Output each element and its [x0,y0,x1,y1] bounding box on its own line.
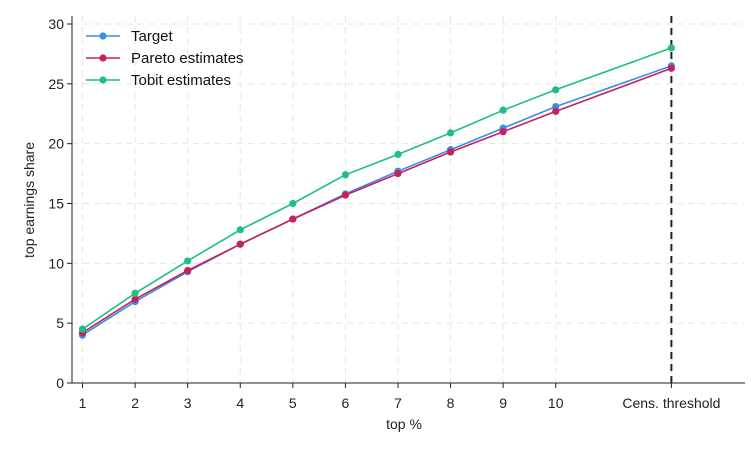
series-2-point-10 [667,44,675,52]
y-tick-label-25: 25 [48,76,64,92]
y-tick-label-20: 20 [48,136,64,152]
series-2-point-7 [446,129,455,137]
series-line-1 [82,67,672,334]
y-tick-label-5: 5 [56,315,64,331]
x-tick-label-0: 1 [79,395,87,411]
legend-swatch-marker-2 [99,76,107,84]
x-tick-label-3: 4 [236,395,244,411]
y-axis-title: top earnings share [21,142,37,258]
series-2-point-6 [394,150,402,159]
x-tick-label-10: Cens. threshold [622,395,720,411]
series-2-point-2 [184,257,192,265]
series-2-point-8 [499,106,507,114]
series-1-point-10 [667,64,675,72]
series-2-point-0 [78,325,87,333]
series-2-point-9 [552,86,560,94]
x-tick-label-2: 3 [184,395,192,411]
y-tick-label-10: 10 [48,255,64,271]
series-1-point-8 [499,128,507,136]
x-tick-label-4: 5 [289,395,297,411]
series-2-point-1 [131,289,139,297]
y-tick-label-30: 30 [48,16,64,32]
series-group [78,44,675,339]
series-2-point-3 [236,226,244,234]
series-1-point-7 [446,148,455,156]
series-2-point-4 [289,199,297,208]
series-1-point-4 [289,215,297,223]
x-tick-label-9: 10 [548,395,564,411]
y-tick-label-15: 15 [48,196,64,212]
series-2-point-5 [341,171,350,179]
x-tick-label-6: 7 [394,395,402,411]
legend-swatch-marker-0 [99,32,107,40]
legend-label-1: Pareto estimates [131,50,244,67]
series-1-point-6 [394,169,402,178]
x-tick-label-7: 8 [447,395,455,411]
series-1-point-5 [341,191,350,199]
series-1-point-9 [552,107,560,115]
x-tick-label-5: 6 [342,395,350,411]
x-tick-label-8: 9 [499,395,507,411]
series-line-2 [82,47,672,330]
y-tick-label-0: 0 [56,375,64,391]
legend-label-0: Target [131,28,174,45]
series-1-point-3 [236,240,244,248]
axes: 0 5 10 15 20 25 30 1 2 3 4 5 6 7 8 9 10 Cens. threshold [48,16,745,411]
series-1-point-2 [184,266,192,275]
legend: Target Pareto estimates Tobit estimates [86,28,244,89]
legend-label-2: Tobit estimates [131,72,231,89]
series-line-0 [82,65,672,336]
x-axis-title: top % [386,416,422,432]
legend-swatch-marker-1 [99,54,107,62]
x-tick-label-1: 2 [131,395,139,411]
series-1-point-1 [131,295,139,303]
